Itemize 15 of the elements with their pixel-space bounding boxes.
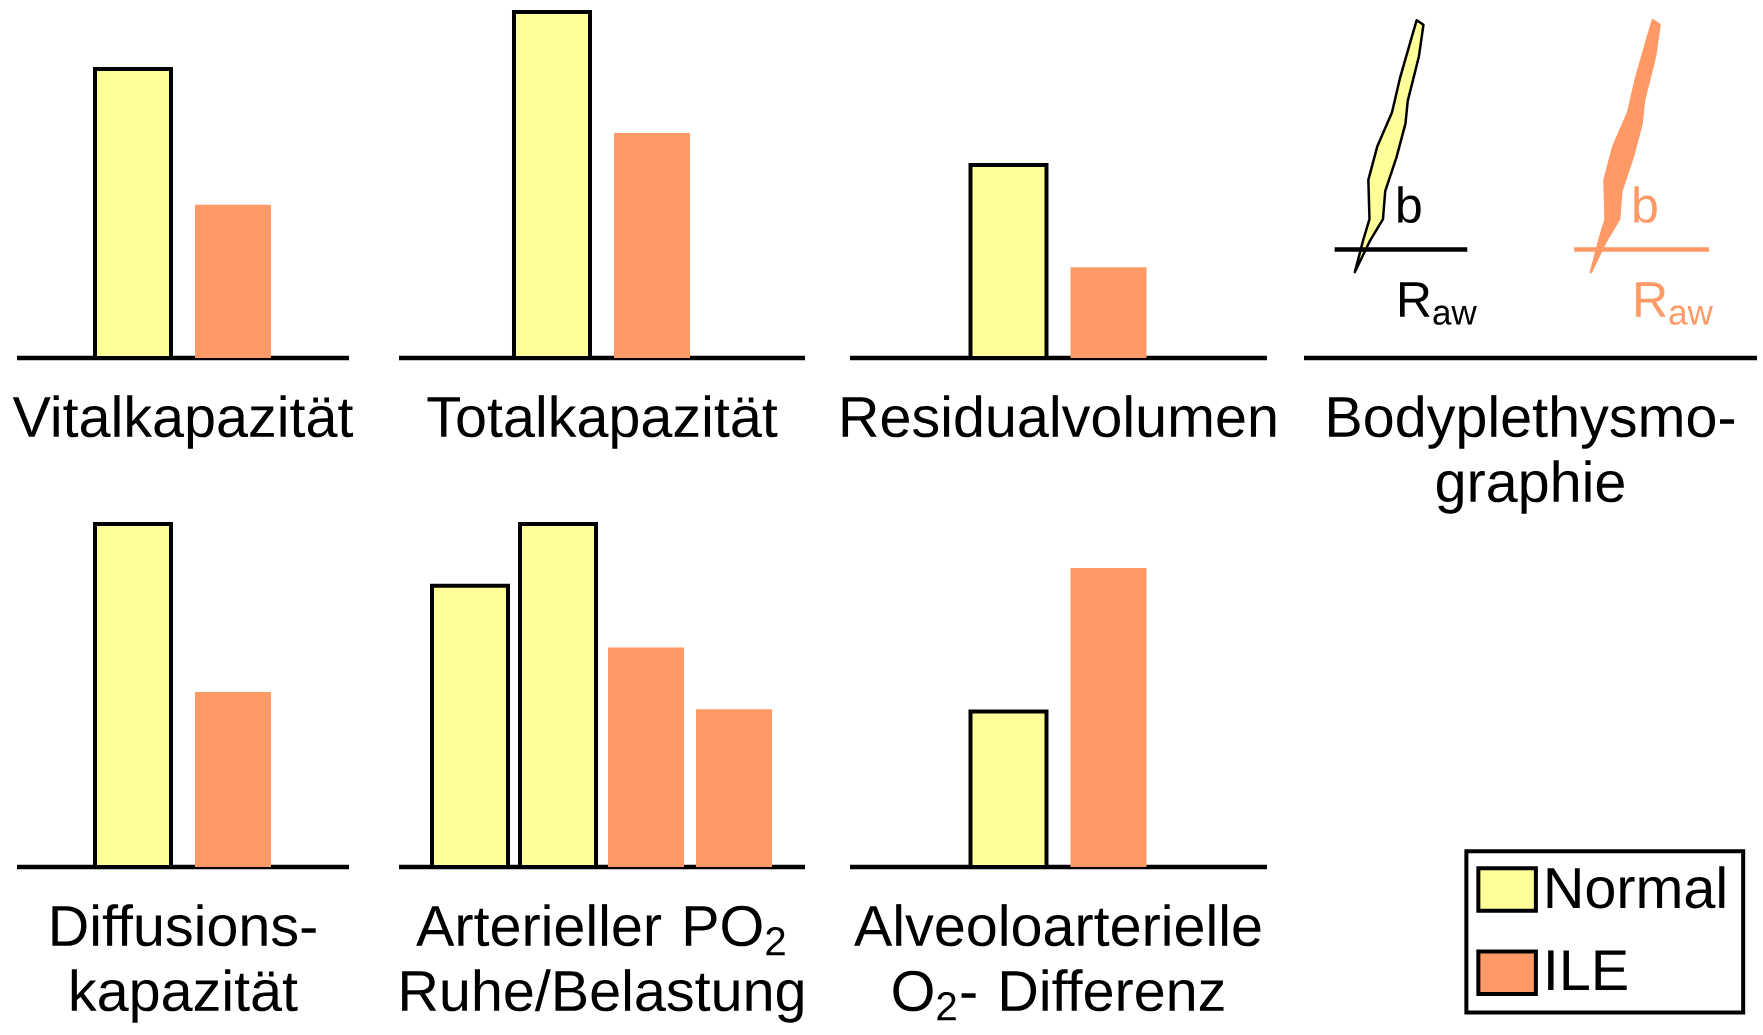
bar [608,647,684,867]
x-axis-title: Totalkapazität [427,395,778,449]
legend-label: ILE [1548,950,1627,990]
x-axis-title: Vitalkapazität [12,395,354,449]
text: R$_{aw}$ [1400,282,1477,325]
x-axis-title: Residualvolumen [842,395,1276,438]
bar [696,709,772,867]
x-axis-title: Arterieller PO$_{2}$ Ruhe/Belastung [402,904,803,1023]
x-axis-title: Diffusions-kapazität [52,904,316,1023]
legend-label: Normal [1547,866,1725,909]
text: Bodyplethysmo-graphie [1329,395,1735,514]
text: b [1634,186,1657,223]
text: b [1398,186,1421,223]
text: R$_{aw}$ [1636,282,1713,325]
x-axis-title: Alveoloarterielle O$_{2}$- Differenz [854,904,1261,1021]
